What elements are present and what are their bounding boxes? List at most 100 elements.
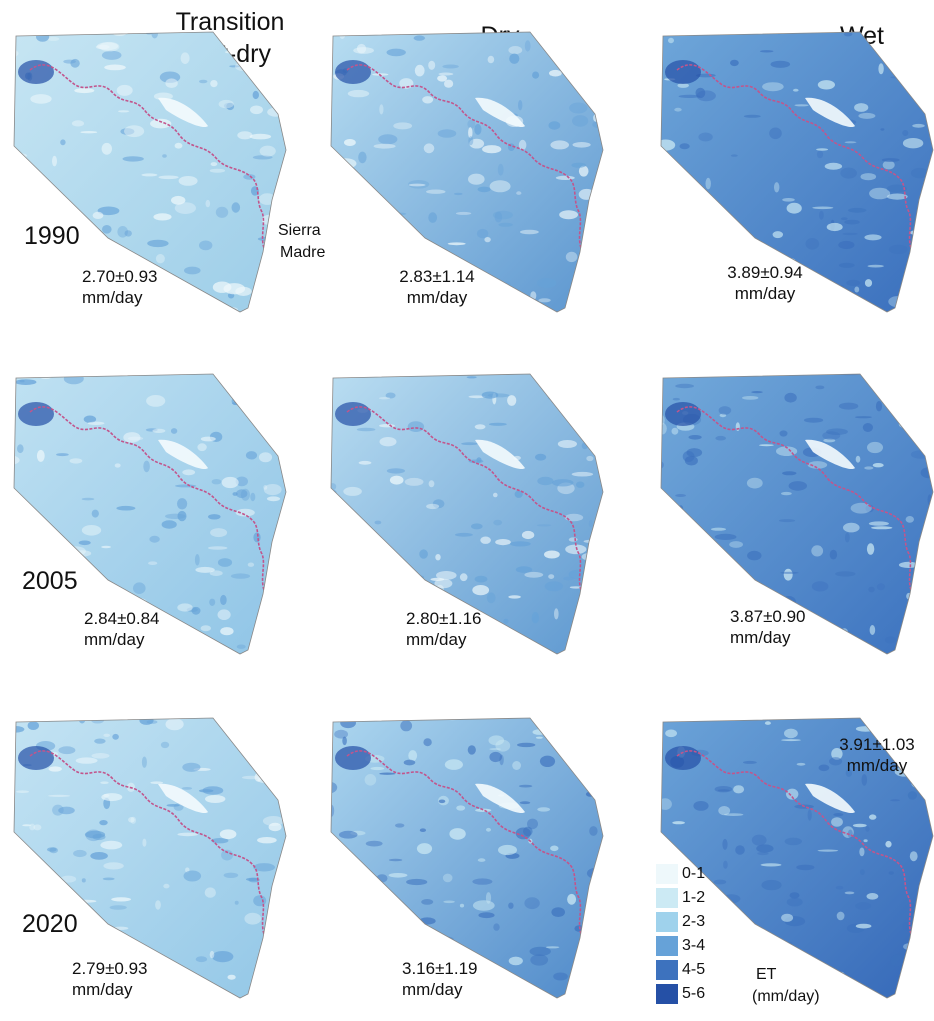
texture-patch [746, 477, 763, 489]
texture-patch [544, 26, 565, 30]
legend-label: 1-2 [682, 889, 706, 906]
texture-patch [243, 32, 255, 34]
texture-patch [815, 305, 835, 312]
texture-patch [14, 191, 29, 203]
texture-patch [442, 64, 459, 69]
texture-patch [211, 479, 222, 485]
texture-patch [426, 189, 446, 194]
legend-title-line2: (mm/day) [752, 988, 820, 1005]
texture-patch [866, 893, 879, 900]
texture-patch [434, 936, 454, 943]
texture-patch [822, 431, 841, 440]
texture-patch [675, 494, 686, 497]
texture-patch [209, 168, 226, 173]
texture-patch [271, 279, 282, 286]
texture-patch [826, 428, 848, 435]
texture-patch [223, 872, 239, 878]
texture-patch [922, 955, 933, 959]
texture-patch [590, 55, 603, 65]
texture-patch [195, 566, 215, 573]
texture-patch [412, 257, 433, 266]
texture-patch [158, 627, 172, 639]
texture-patch [789, 892, 800, 899]
texture-patch [177, 498, 188, 510]
texture-patch [843, 32, 853, 37]
texture-patch [208, 546, 228, 550]
texture-patch [90, 308, 107, 312]
texture-patch [98, 254, 107, 260]
texture-patch [200, 436, 216, 442]
texture-patch [672, 397, 680, 401]
texture-patch [27, 721, 39, 730]
region-outline [330, 373, 604, 655]
texture-patch [489, 751, 502, 763]
texture-patch [661, 836, 662, 843]
texture-patch [102, 225, 112, 234]
texture-patch [403, 759, 416, 766]
texture-patch [698, 132, 713, 142]
texture-patch [112, 733, 119, 740]
texture-patch [596, 444, 603, 451]
texture-patch [423, 143, 435, 154]
texture-patch [693, 801, 709, 811]
texture-patch [729, 541, 743, 548]
texture-patch [14, 946, 20, 958]
texture-patch [518, 784, 533, 788]
stat-2005-dry: 2.80±1.16 mm/day [406, 608, 482, 650]
texture-patch [97, 206, 120, 216]
legend-item-0-1: 0-1 [656, 864, 746, 884]
texture-patch [807, 712, 828, 714]
texture-patch [557, 440, 577, 448]
texture-patch [846, 279, 861, 286]
texture-patch [388, 858, 403, 862]
texture-patch [840, 217, 848, 221]
texture-patch [745, 245, 750, 248]
texture-patch [419, 828, 426, 832]
texture-patch [103, 793, 110, 798]
texture-patch [864, 279, 873, 287]
texture-patch [531, 612, 540, 624]
texture-patch [257, 399, 269, 411]
legend-label: 4-5 [682, 961, 706, 978]
texture-patch [342, 736, 347, 746]
texture-patch [472, 585, 490, 596]
texture-patch [217, 609, 231, 620]
texture-patch [744, 237, 755, 246]
stat-2005-transition: 2.84±0.84 mm/day [84, 608, 160, 650]
texture-patch [47, 36, 60, 41]
texture-patch [356, 43, 367, 54]
texture-patch [268, 257, 281, 266]
texture-patch [466, 376, 477, 379]
map-2005-transition [13, 373, 287, 655]
texture-patch [781, 491, 792, 496]
texture-patch [661, 149, 666, 161]
texture-patch [599, 101, 603, 112]
texture-patch [927, 789, 933, 792]
stat-value: 2.70±0.93 [82, 267, 158, 286]
texture-patch [854, 286, 860, 293]
texture-patch [672, 587, 693, 593]
texture-patch [705, 177, 711, 190]
texture-patch [165, 718, 184, 731]
texture-patch [833, 813, 844, 817]
texture-patch [539, 718, 552, 728]
texture-patch [469, 138, 485, 149]
texture-patch [204, 887, 216, 898]
texture-patch [258, 452, 273, 463]
texture-patch [551, 907, 565, 917]
texture-patch [280, 49, 286, 54]
texture-patch [555, 175, 575, 180]
river-line [346, 750, 582, 935]
texture-patch [508, 956, 523, 966]
texture-patch [907, 69, 928, 75]
texture-patch [816, 148, 829, 151]
legend-title: ET (mm/day) [752, 964, 820, 1008]
texture-patch [379, 424, 395, 428]
texture-patch [552, 479, 574, 487]
texture-patch [99, 820, 108, 826]
region-label-line1: Sierra [278, 222, 321, 239]
texture-patch [782, 198, 795, 202]
texture-patch [378, 134, 398, 145]
texture-patch [565, 544, 587, 555]
texture-patch [474, 424, 486, 430]
